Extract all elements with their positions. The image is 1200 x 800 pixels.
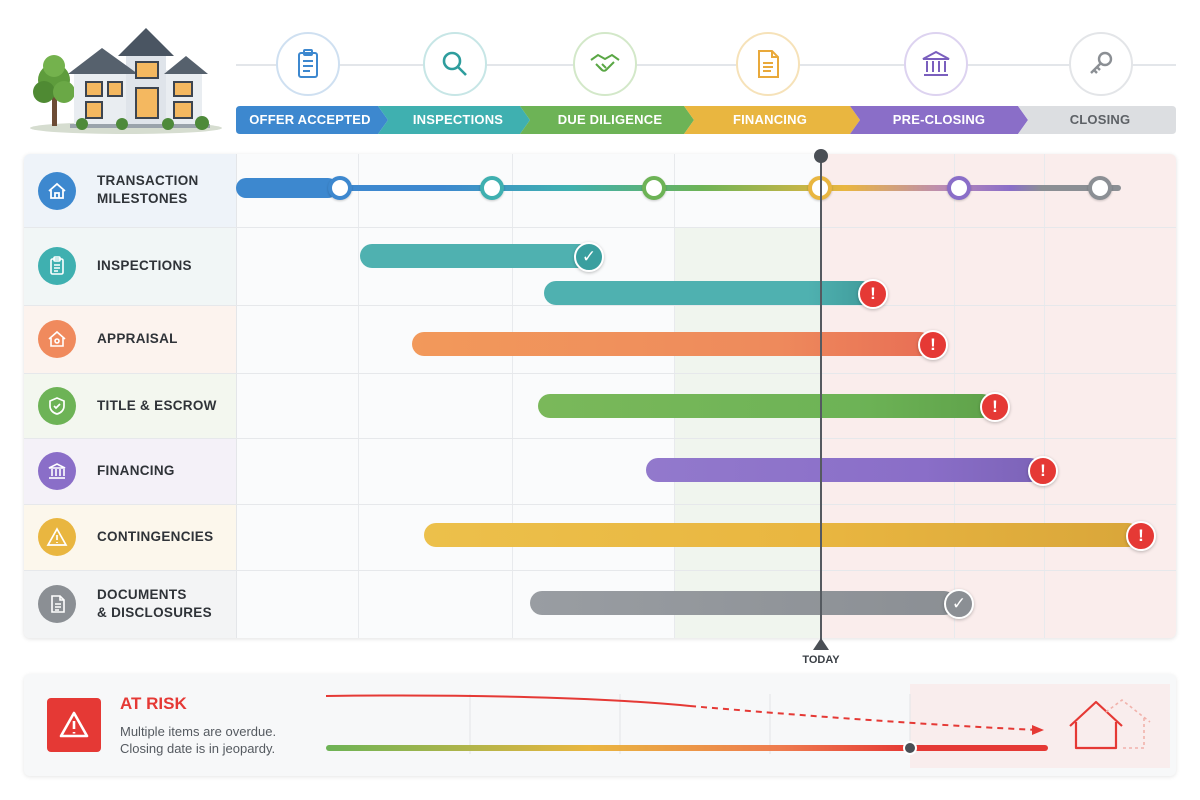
milestone-due-diligence[interactable] [642,176,666,200]
task-bar-inspections-2[interactable] [544,281,874,305]
row-divider [24,570,1176,571]
alert-icon: ! [1028,456,1058,486]
phase-closing[interactable]: CLOSING [1069,112,1131,127]
row-label-appraisal: APPRAISAL [97,331,178,346]
risk-trend-graphic [325,684,1170,768]
task-bar-title-escrow[interactable] [538,394,994,418]
task-bar-documents[interactable] [530,591,956,615]
row-divider [24,438,1176,439]
today-label: TODAY [802,654,840,666]
alert-icon: ! [980,392,1010,422]
alert-icon: ! [858,279,888,309]
warning-icon [38,518,76,556]
milestone-inspections[interactable] [480,176,504,200]
alert-icon: ! [1126,521,1156,551]
row-label-financing: FINANCING [97,463,175,478]
phase-chevron-bar [236,106,1176,134]
house-icon [38,320,76,358]
phase-financing[interactable]: FINANCING [732,112,808,127]
risk-line-2: Closing date is in jeopardy. [120,741,276,756]
task-bar-inspections-1[interactable] [360,244,592,268]
task-bar-contingencies[interactable] [424,523,1140,547]
document-icon [38,585,76,623]
at-risk-card: AT RISK Multiple items are overdue. Clos… [24,674,1176,776]
check-icon: ✓ [944,589,974,619]
row-label-documents-disclosures: DOCUMENTS & DISCLOSURES [97,587,212,620]
phase-pre-closing[interactable]: PRE-CLOSING [892,112,986,127]
phase-offer-accepted[interactable]: OFFER ACCEPTED [249,112,371,127]
row-divider [24,504,1176,505]
risk-title: AT RISK [120,694,187,713]
risk-line-1: Multiple items are overdue. [120,724,277,739]
today-marker-arrow [813,638,829,650]
house-illustration [30,28,222,134]
grid-line [358,154,359,638]
handshake-icon [573,32,637,96]
bank-icon [38,452,76,490]
home-icon [38,172,76,210]
milestone-pre-closing[interactable] [947,176,971,200]
phase-inspections[interactable]: INSPECTIONS [412,112,504,127]
milestone-closing[interactable] [1088,176,1112,200]
timeline-panel: TRANSACTION MILESTONES INSPECTIONS APPRA… [24,154,1176,638]
magnifier-icon [423,32,487,96]
document-icon [736,32,800,96]
row-label-contingencies: CONTINGENCIES [97,529,214,544]
alert-icon: ! [918,330,948,360]
task-bar-financing[interactable] [646,458,1042,482]
row-divider [24,305,1176,306]
row-label-title-escrow: TITLE & ESCROW [97,398,217,413]
row-label-transaction-milestones: TRANSACTION MILESTONES [97,173,199,206]
grid-line [1044,154,1045,638]
warning-icon [47,698,101,752]
phase-connector-line [236,64,1176,66]
check-icon: ✓ [574,242,604,272]
grid-line [512,154,513,638]
closing-house-icon [1069,700,1123,750]
phase-due-diligence[interactable]: DUE DILIGENCE [557,112,663,127]
key-icon [1069,32,1133,96]
clipboard-icon [276,32,340,96]
today-line [820,156,822,648]
milestone-progress-line [236,178,1121,198]
shield-icon [38,387,76,425]
row-label-inspections: INSPECTIONS [97,258,192,273]
row-divider [24,227,1176,228]
today-marker-dot[interactable] [814,149,828,163]
milestone-offer-accepted[interactable] [328,176,352,200]
bank-icon [904,32,968,96]
task-bar-appraisal[interactable] [412,332,932,356]
row-divider [24,373,1176,374]
label-divider [236,154,237,638]
clipboard-icon [38,247,76,285]
